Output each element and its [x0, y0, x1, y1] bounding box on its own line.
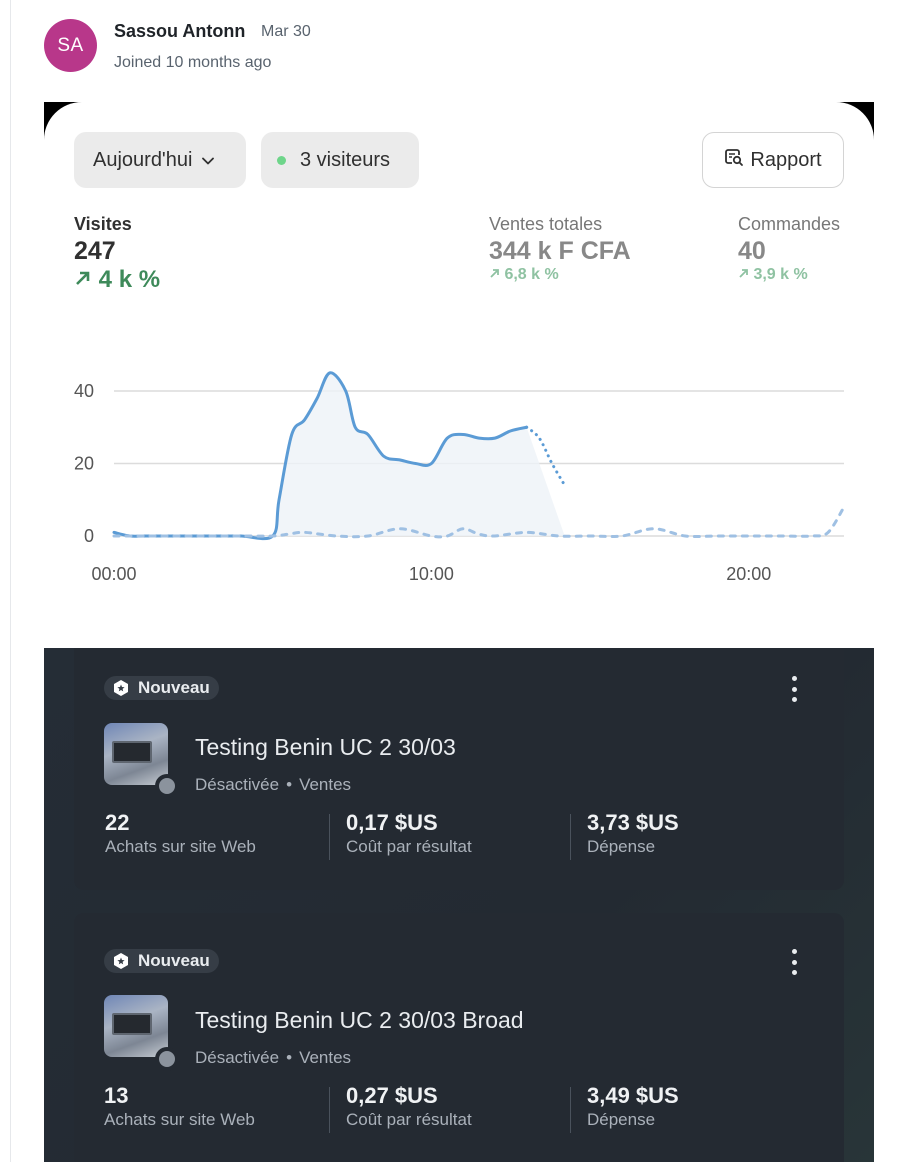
- new-badge: Nouveau: [104, 949, 219, 973]
- separator: •: [286, 775, 293, 794]
- x-tick-label: 00:00: [91, 564, 136, 584]
- stat-label: Coût par résultat: [346, 1110, 472, 1129]
- new-badge: Nouveau: [104, 676, 219, 700]
- visitors-label: 3 visiteurs: [300, 148, 391, 171]
- y-tick-label: 0: [84, 526, 94, 546]
- ad-objective: Ventes: [299, 1048, 352, 1067]
- stat-label: Coût par résultat: [346, 837, 472, 856]
- more-options-icon[interactable]: [786, 676, 802, 702]
- series-line-projection: [525, 425, 567, 487]
- series-line-comparison: [112, 505, 846, 539]
- ad-objective: Ventes: [299, 775, 352, 794]
- badge-star-icon: [114, 953, 128, 969]
- stat-purchases: 13 Achats sur site Web: [104, 1083, 255, 1130]
- live-visitors-button[interactable]: 3 visiteurs: [261, 132, 419, 188]
- status-dot-icon: [155, 774, 179, 798]
- stat-value: 3,49 $US: [587, 1083, 679, 1108]
- stat-cost-per-result: 0,27 $US Coût par résultat: [346, 1083, 472, 1130]
- analytics-screenshot: Aujourd'hui 3 visiteurs Rapport Vi: [44, 102, 874, 648]
- ad-title[interactable]: Testing Benin UC 2 30/03 Broad: [195, 1007, 524, 1033]
- x-tick-label: 10:00: [409, 564, 454, 584]
- stat-label: Dépense: [587, 1110, 656, 1129]
- visits-chart: 0 20 40 00:00 10:00 20:00: [74, 371, 846, 584]
- more-options-icon[interactable]: [786, 949, 802, 975]
- metric-label: Visites: [74, 214, 132, 234]
- ad-thumbnail[interactable]: [104, 995, 168, 1057]
- badge-label: Nouveau: [138, 951, 210, 970]
- ad-status: Désactivée: [195, 775, 280, 794]
- avatar[interactable]: SA: [44, 19, 97, 72]
- analytics-panel: Aujourd'hui 3 visiteurs Rapport Vi: [44, 102, 874, 648]
- y-tick-label: 40: [74, 381, 94, 401]
- ad-title[interactable]: Testing Benin UC 2 30/03: [195, 734, 456, 760]
- live-dot-icon: [277, 155, 286, 165]
- date-filter-button[interactable]: Aujourd'hui: [74, 132, 246, 188]
- metric-delta: 3,9 k %: [738, 266, 840, 284]
- stat-value: 0,27 $US: [346, 1083, 438, 1108]
- status-dot-icon: [155, 1047, 179, 1071]
- metric-sales[interactable]: Ventes totales 344 k F CFA 6,8 k %: [489, 214, 631, 284]
- stat-label: Achats sur site Web: [104, 1110, 255, 1129]
- metric-value: 40: [738, 237, 766, 265]
- stat-value: 22: [105, 810, 130, 835]
- ad-thumbnail[interactable]: [104, 723, 168, 785]
- post-date[interactable]: Mar 30: [261, 23, 311, 40]
- metric-visits[interactable]: Visites 247 4 k %: [74, 214, 160, 294]
- y-tick-label: 20: [74, 454, 94, 474]
- joined-text: Joined 10 months ago: [114, 54, 272, 71]
- stat-spend: 3,73 $US Dépense: [587, 810, 679, 857]
- chevron-down-icon: [202, 152, 215, 168]
- metric-delta: 4 k %: [74, 266, 160, 294]
- ad-card[interactable]: Nouveau Testing Benin UC 2 30/03 Désacti…: [74, 648, 844, 890]
- metric-delta-text: 3,9 k %: [753, 266, 808, 283]
- ad-status-line: Désactivée • Ventes: [195, 775, 351, 795]
- series-area: [114, 372, 565, 539]
- stat-value: 3,73 $US: [587, 810, 679, 835]
- stat-divider: [329, 814, 330, 860]
- badge-star-icon: [114, 680, 128, 696]
- metric-value: 247: [74, 237, 116, 265]
- metric-delta-text: 6,8 k %: [504, 266, 559, 283]
- x-tick-label: 20:00: [726, 564, 771, 584]
- ad-status-line: Désactivée • Ventes: [195, 1048, 351, 1068]
- metric-value: 344 k F CFA: [489, 237, 631, 265]
- metric-orders[interactable]: Commandes 40 3,9 k %: [738, 214, 840, 284]
- arrow-up-right-icon: [74, 266, 92, 293]
- report-search-icon: [724, 147, 750, 173]
- author-name[interactable]: Sassou Antonn: [114, 21, 246, 41]
- metric-label: Ventes totales: [489, 214, 603, 234]
- arrow-up-right-icon: [738, 266, 749, 283]
- ad-status: Désactivée: [195, 1048, 280, 1067]
- stat-divider: [570, 814, 571, 860]
- stat-divider: [329, 1087, 330, 1133]
- stat-divider: [570, 1087, 571, 1133]
- ad-card[interactable]: Nouveau Testing Benin UC 2 30/03 Broad D…: [74, 913, 844, 1162]
- stat-label: Achats sur site Web: [105, 837, 256, 856]
- ads-screenshot: Nouveau Testing Benin UC 2 30/03 Désacti…: [44, 648, 874, 1162]
- report-label: Rapport: [750, 148, 822, 171]
- stat-value: 13: [104, 1083, 129, 1108]
- report-button[interactable]: Rapport: [702, 132, 844, 188]
- date-filter-label: Aujourd'hui: [93, 148, 193, 171]
- arrow-up-right-icon: [489, 266, 500, 283]
- stat-cost-per-result: 0,17 $US Coût par résultat: [346, 810, 472, 857]
- stat-label: Dépense: [587, 837, 656, 856]
- separator: •: [286, 1048, 293, 1067]
- stat-value: 0,17 $US: [346, 810, 438, 835]
- badge-label: Nouveau: [138, 678, 210, 697]
- thread-rule: [10, 0, 11, 1162]
- metric-delta-text: 4 k %: [98, 266, 161, 293]
- metric-delta: 6,8 k %: [489, 266, 631, 284]
- stat-spend: 3,49 $US Dépense: [587, 1083, 679, 1130]
- metric-label: Commandes: [738, 214, 841, 234]
- stat-purchases: 22 Achats sur site Web: [105, 810, 256, 857]
